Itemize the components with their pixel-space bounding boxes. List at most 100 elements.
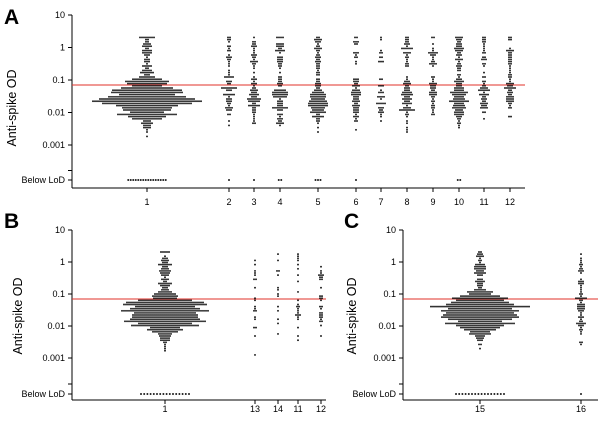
data-point [153,80,155,83]
data-point [317,60,319,63]
data-point [158,78,160,81]
data-point [143,87,145,89]
lod-point [146,393,149,395]
data-point [154,293,156,295]
data-point [160,282,162,285]
data-point [460,295,462,298]
data-point [167,113,169,116]
data-point [172,100,174,103]
data-point [496,303,498,306]
data-point [146,128,148,131]
data-point [247,98,249,100]
data-point [141,303,143,306]
data-point [128,320,130,323]
data-point [153,91,155,94]
data-point [159,324,161,327]
data-point [508,305,510,308]
data-point [484,38,486,41]
data-point [462,95,464,98]
data-point [156,320,158,323]
data-point [228,54,230,56]
data-point [132,106,134,109]
data-point [459,109,461,111]
data-point [230,89,232,92]
data-point [458,47,460,50]
data-point [165,305,167,308]
data-point [160,117,162,120]
data-point [492,318,494,321]
data-point [446,303,448,306]
data-point [186,102,188,105]
data-point [228,98,230,100]
data-point [318,71,320,74]
data-point [436,51,438,54]
data-point [432,58,434,61]
data-point [140,95,142,98]
data-point [158,84,160,87]
data-point [153,93,155,96]
data-point [202,301,204,304]
data-point [471,314,473,316]
data-point [318,65,320,67]
data-point [153,303,155,306]
data-point [476,265,478,268]
data-point [110,95,112,98]
data-point [481,280,483,283]
data-point [483,98,485,100]
data-point [320,272,322,274]
data-point [152,311,154,314]
data-point [474,267,476,270]
data-point [465,301,467,304]
data-point [458,60,460,63]
data-point [500,297,502,300]
data-point [493,314,495,316]
y-tick-label: 0.001 [373,353,396,363]
data-point [144,104,146,107]
data-point [448,305,450,308]
data-point [482,324,484,327]
data-point [199,309,201,312]
data-point [484,295,486,298]
data-point [172,330,174,333]
data-point [112,95,114,98]
data-point [493,309,495,312]
data-point [280,120,282,122]
data-point [508,95,510,98]
data-point [176,100,178,103]
data-point [139,324,141,327]
data-point [229,102,231,105]
data-point [478,269,480,272]
data-point [297,303,299,306]
data-point [194,307,196,310]
data-point [179,91,181,94]
data-point [455,36,457,39]
data-point [248,104,250,107]
data-point [378,91,380,94]
data-point [132,89,134,92]
data-point [178,299,180,302]
data-point [162,100,164,103]
data-point [407,36,409,39]
data-point [484,307,486,310]
data-point [228,65,230,67]
data-point [322,115,324,118]
data-point [297,326,299,329]
data-point [130,111,132,114]
data-point [156,295,158,298]
data-point [467,309,469,312]
data-point [479,347,481,350]
data-point [479,309,481,312]
data-point [485,93,487,96]
data-point [172,293,174,295]
data-point [456,80,458,83]
x-tick-label: 16 [576,404,586,414]
data-point [482,51,484,54]
data-point [177,305,179,308]
data-point [135,324,137,327]
y-tick-label: 1 [391,257,396,267]
data-point [486,89,488,92]
data-point [167,297,169,300]
data-point [462,47,464,50]
data-point [441,316,443,319]
data-point [146,111,148,114]
